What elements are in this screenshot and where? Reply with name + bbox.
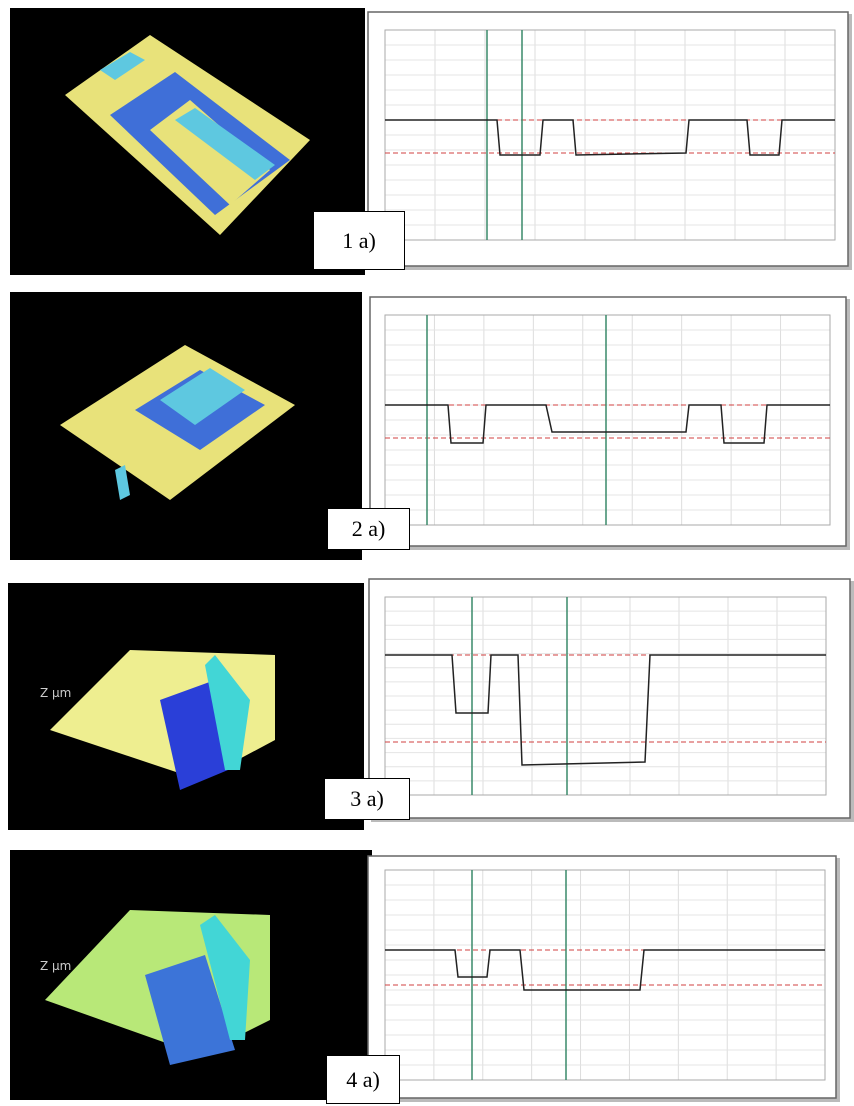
chart-frame bbox=[369, 579, 850, 818]
panel-label: 4 a) bbox=[326, 1055, 400, 1104]
panel-label: 2 a) bbox=[327, 508, 410, 550]
profile-charts bbox=[368, 12, 854, 1102]
svg-text:Z µm: Z µm bbox=[40, 959, 71, 973]
surface-image-3: Z µm bbox=[8, 583, 364, 830]
surface-image-1 bbox=[10, 8, 365, 275]
surface-image-2 bbox=[10, 292, 362, 560]
panel-label: 3 a) bbox=[324, 778, 410, 820]
svg-text:Z µm: Z µm bbox=[40, 686, 71, 700]
figure-art: Z µm Z µm bbox=[0, 0, 854, 1106]
chart-frame bbox=[368, 856, 836, 1098]
figure: Z µm Z µm 1 a) 2 a) 3 a) 4 a) bbox=[0, 0, 854, 1106]
panel-label: 1 a) bbox=[313, 211, 405, 270]
chart-frame bbox=[368, 12, 848, 266]
chart-frame bbox=[370, 297, 846, 546]
surface-image-4: Z µm bbox=[10, 850, 372, 1100]
